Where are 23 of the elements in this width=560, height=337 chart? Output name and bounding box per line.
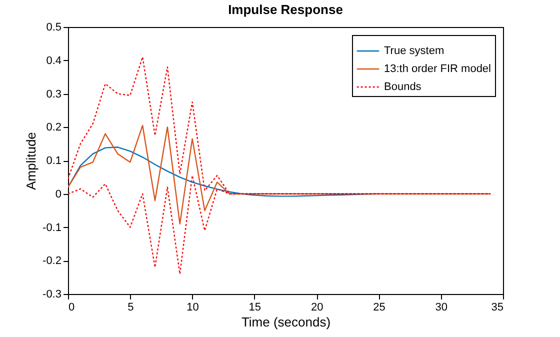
y-tick-label: 0.5 [46,22,62,34]
x-tick-label: 20 [310,302,324,314]
y-tick-label: 0.1 [46,155,62,167]
legend-label: Bounds [384,81,422,93]
x-tick-label: 25 [373,302,386,314]
x-tick-label: 30 [435,302,448,314]
chart-title: Impulse Response [228,2,343,17]
legend-label: True system [384,45,444,57]
y-axis-title: Amplitude [24,132,39,190]
y-tick-label: 0.4 [46,54,62,67]
y-tick-label: 0 [55,188,62,200]
y-tick-label: -0.2 [42,255,62,268]
legend-label: 13:th order FIR model [384,63,491,75]
y-tick-label: 0.2 [46,122,62,134]
x-tick-label: 10 [186,302,199,314]
x-axis-title: Time (seconds) [241,314,331,330]
x-tick-label: 35 [491,302,504,314]
y-tick-label: 0.3 [46,88,62,100]
x-tick-label: 5 [128,302,134,314]
x-tick-label: 15 [248,302,262,314]
x-tick-label: 0 [68,302,75,314]
y-tick-label: -0.1 [42,222,62,234]
y-tick-label: -0.3 [42,288,62,300]
